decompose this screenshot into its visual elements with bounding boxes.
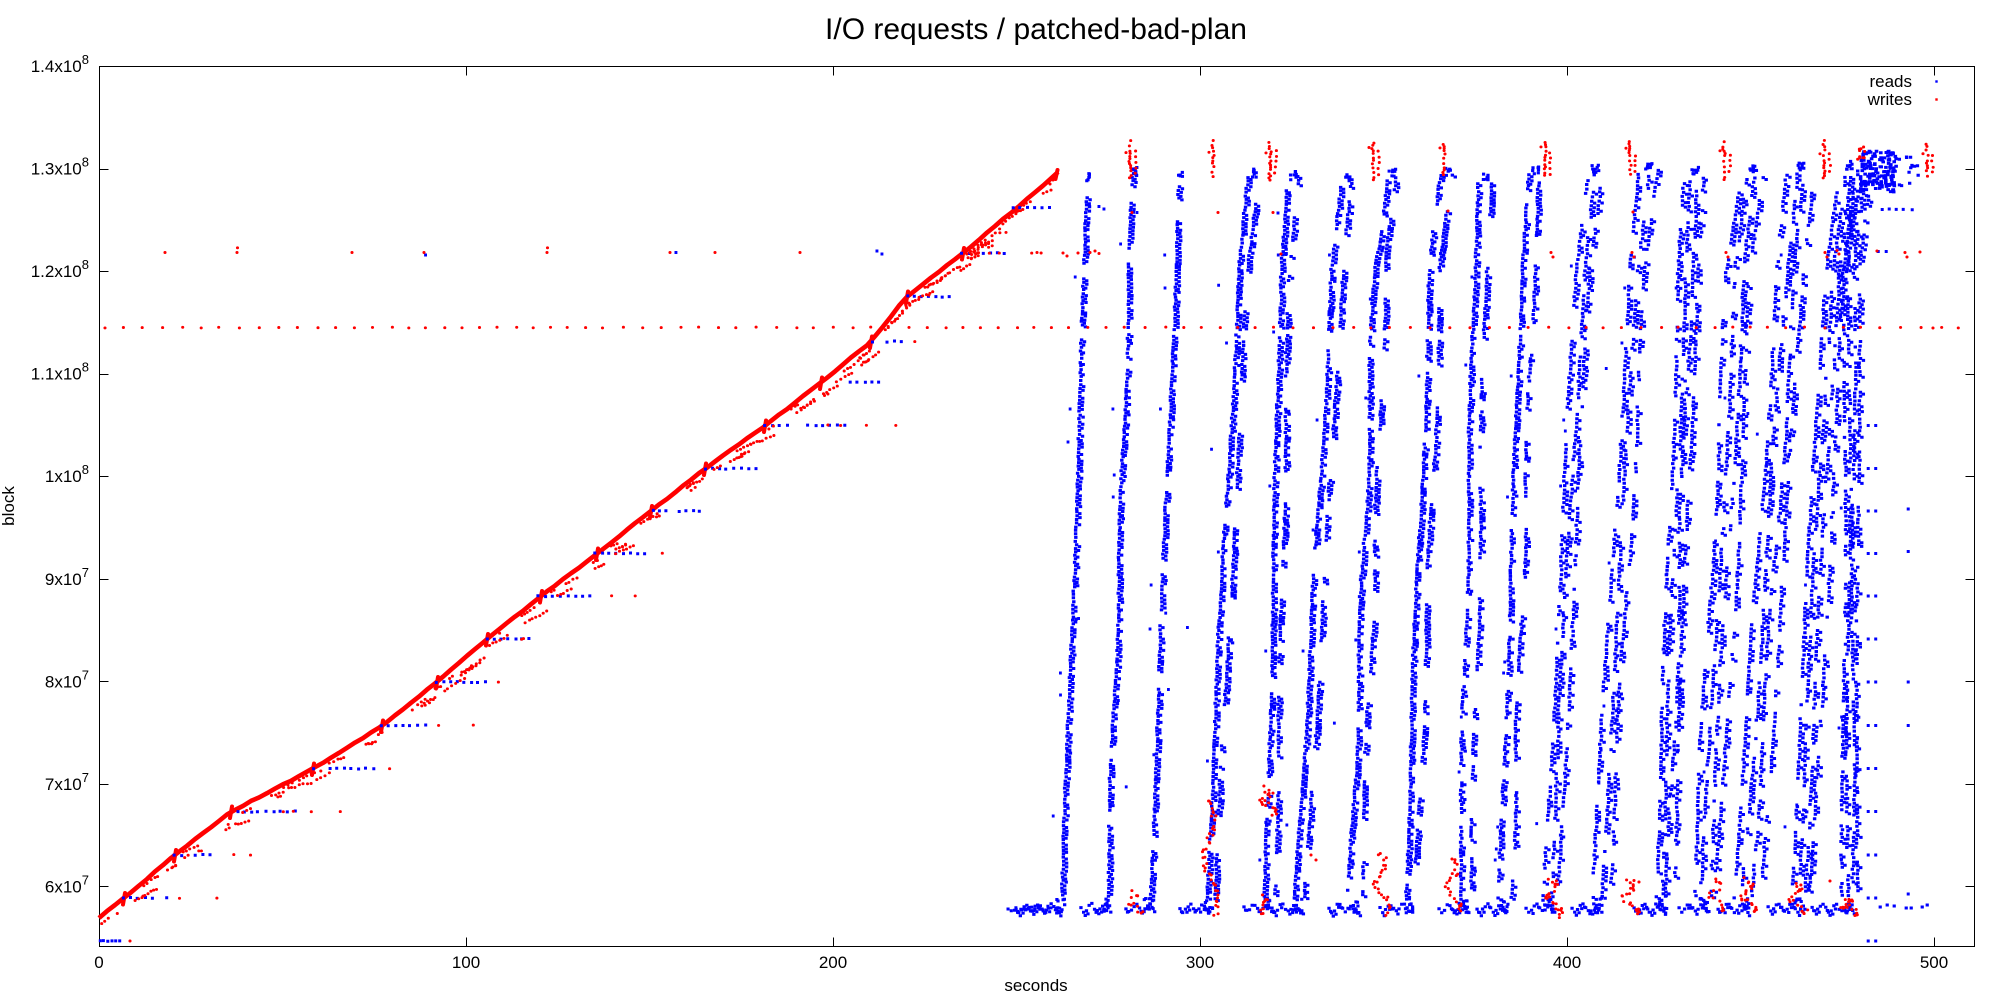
svg-text:200: 200 [819, 953, 847, 972]
svg-text:500: 500 [1920, 953, 1948, 972]
svg-text:I/O requests / patched-bad-pla: I/O requests / patched-bad-plan [825, 13, 1247, 46]
svg-text:seconds: seconds [1004, 976, 1067, 995]
svg-text:400: 400 [1553, 953, 1581, 972]
svg-text:0: 0 [94, 953, 103, 972]
svg-text:writes: writes [1867, 90, 1912, 109]
svg-text:block: block [0, 486, 18, 526]
svg-text:100: 100 [452, 953, 480, 972]
svg-text:300: 300 [1186, 953, 1214, 972]
svg-text:reads: reads [1869, 72, 1912, 91]
